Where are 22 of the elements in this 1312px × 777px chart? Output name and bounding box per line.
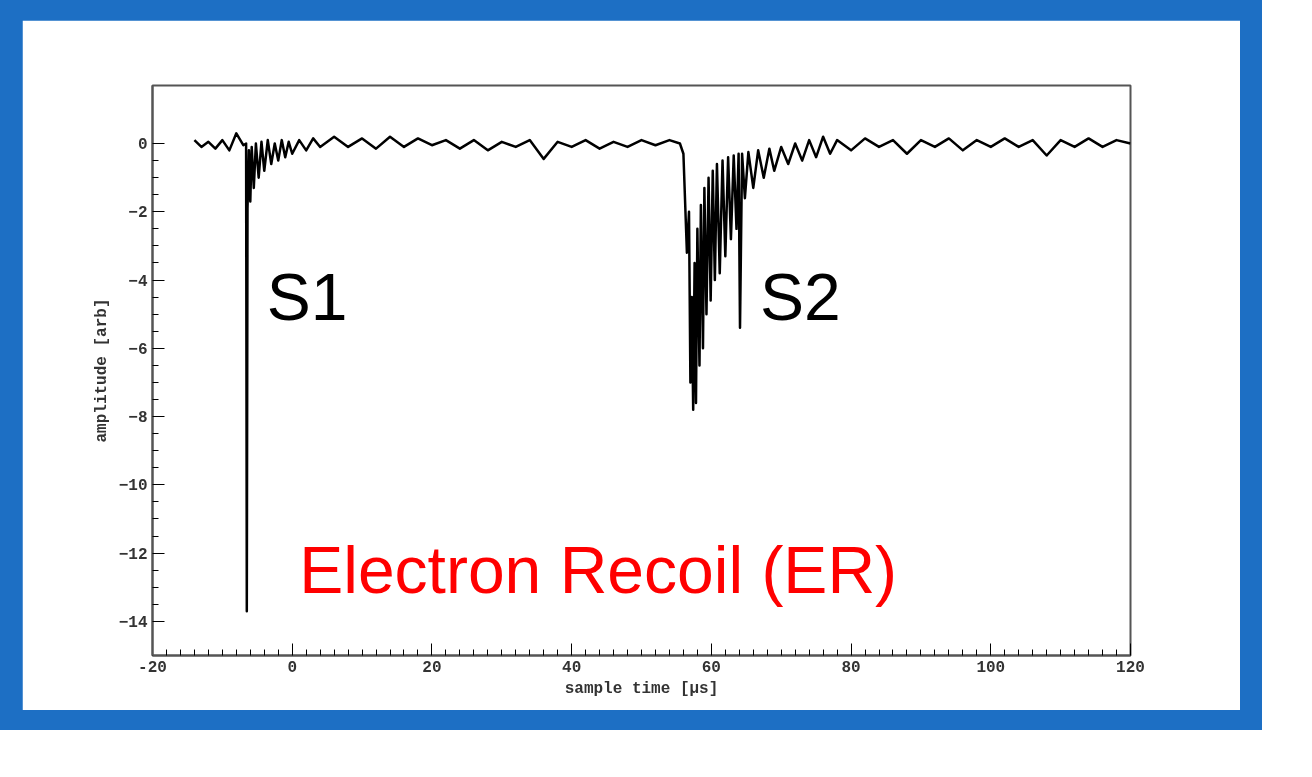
x-tick-label: 40 [562,658,582,677]
y-tick-label: −4 [128,272,148,291]
y-tick-label: 0 [137,136,148,155]
x-tick-label: 0 [287,658,298,677]
x-tick-label: 80 [841,658,861,677]
line-series [193,132,1131,613]
y-axis-title: amplitude [arb] [92,298,111,443]
y-tick-label: −6 [128,340,148,359]
y-tick-label: −8 [128,409,148,428]
x-tick-label: 100 [976,658,1006,677]
x-tick-label: 60 [701,658,721,677]
y-tick-label: −2 [128,204,148,223]
y-tick-label: −10 [118,477,148,496]
annotation: Electron Recoil (ER) [299,533,898,607]
x-tick-label: 120 [1116,658,1145,677]
annotation: S1 [266,260,348,335]
y-tick-label: −14 [118,613,148,632]
x-tick-label: -20 [138,658,167,677]
x-tick-label: 20 [422,658,442,677]
y-tick-label: −12 [118,545,148,564]
x-axis-title: sample time [µs] [564,679,719,698]
annotation: S2 [760,260,841,335]
